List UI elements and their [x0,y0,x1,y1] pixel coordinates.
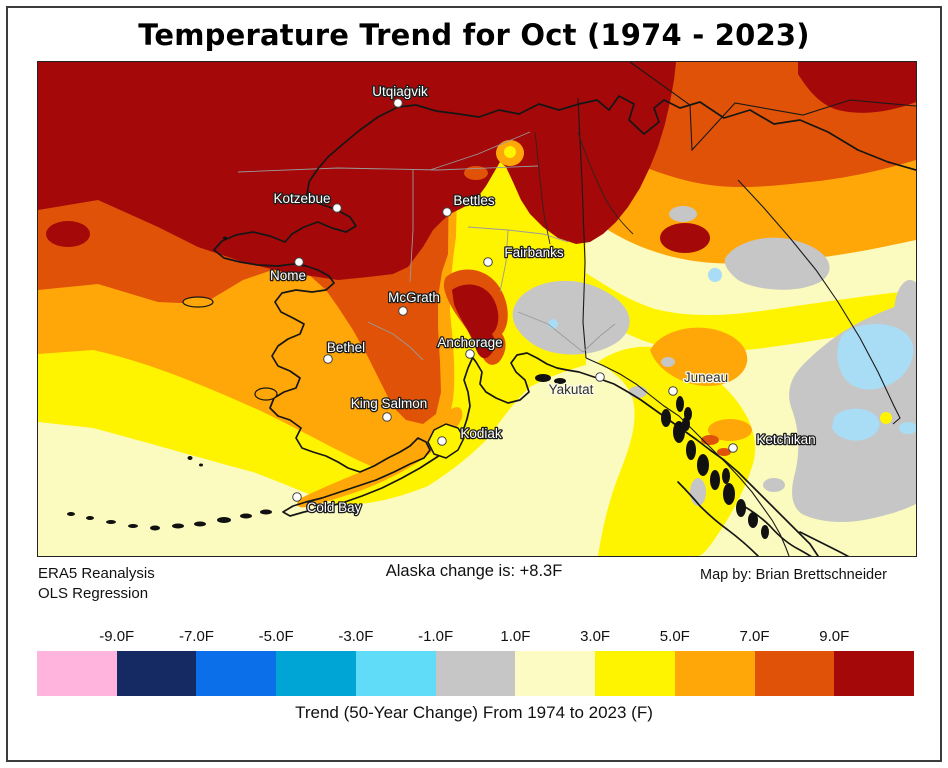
legend-tick-labels: -9.0F -7.0F -5.0F -3.0F -1.0F 1.0F 3.0F 5.0F 7.0… [37,628,914,646]
legend-color-cell [595,651,675,696]
source-line-2: OLS Regression [38,584,149,602]
islands [67,236,769,539]
city-dot [465,349,475,359]
legend-colorbar [37,651,915,696]
river-lines [534,131,634,245]
legend-tick-label: 9.0F [819,628,850,645]
map-region-dark-red [38,62,916,359]
legend-caption: Trend (50-Year Change) From 1974 to 2023… [295,703,653,722]
city-dot [323,354,333,364]
legend-tick-label: -1.0F [418,628,454,645]
city-dot [292,492,302,502]
city-label: Fairbanks [504,245,564,260]
map-credit: Map by: Brian Brettschneider [700,567,887,583]
map-region-spots [464,140,892,424]
city-label: Cold Bay [307,500,362,515]
legend-color-cell [834,651,915,696]
city-dot [437,436,447,446]
legend-color-cell [515,651,596,696]
borough-lines [237,131,616,361]
legend-tick-label: 3.0F [580,628,611,645]
data-source-note: ERA5 Reanalysis OLS Regression [38,564,155,603]
legend-color-cell [435,651,516,696]
city-dot [294,257,304,267]
city-label: Yakutat [549,382,594,397]
city-dot [442,207,452,217]
legend-color-cell [355,651,436,696]
city-dot [382,412,392,422]
alaska-change-text: Alaska change is: +8.3F [385,562,563,580]
city-dot [398,306,408,316]
city-markers: Utqiaġvik Kotzebue Bettles Fairbanks Nome McG… [269,83,817,517]
legend-color-cell [37,651,117,696]
city-label: King Salmon [351,396,428,411]
city-label: Kodiak [460,426,502,441]
city-label: Bettles [453,193,495,208]
legend-tick-label: 7.0F [739,628,770,645]
legend-tick-label: -3.0F [338,628,374,645]
city-dot [483,257,493,267]
legend-color-cell [754,651,835,696]
legend-color-cell [116,651,197,696]
city-dot [332,203,342,213]
city-label: Ketchikan [756,432,815,447]
map-canvas: Utqiaġvik Kotzebue Bettles Fairbanks Nome McG… [38,62,916,556]
city-dot [393,98,403,108]
source-line-1: ERA5 Reanalysis [38,565,155,582]
city-label: Utqiaġvik [372,84,428,99]
city-label: Juneau [684,370,728,385]
city-label: McGrath [388,290,440,305]
alaska-trend-map: Utqiaġvik Kotzebue Bettles Fairbanks Nome McG… [37,61,917,557]
legend-tick-label: -7.0F [178,628,214,645]
city-dot [728,443,738,453]
legend-color-cell [674,651,755,696]
city-dot [595,372,605,382]
city-dot [668,386,678,396]
legend-color-cell [196,651,277,696]
city-label: Bethel [327,340,365,355]
legend-tick-label: -9.0F [99,628,135,645]
city-label: Kotzebue [273,191,330,206]
legend-tick-label: 5.0F [659,628,690,645]
legend-color-cell [276,651,356,696]
map-region-blue [548,268,916,441]
city-label: Nome [270,268,306,283]
legend-tick-label: -5.0F [258,628,294,645]
city-label: Anchorage [437,335,502,350]
page-title: Temperature Trend for Oct (1974 - 2023) [138,18,810,52]
legend-tick-label: 1.0F [500,628,531,645]
